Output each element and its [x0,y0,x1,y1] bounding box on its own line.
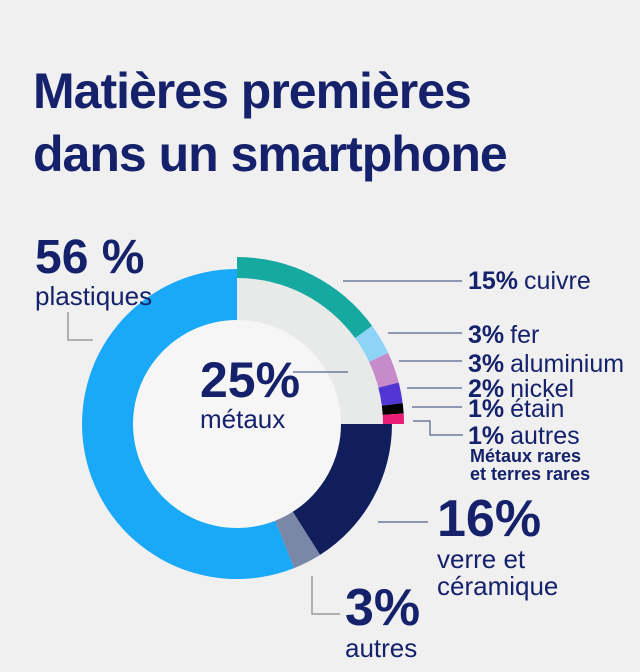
label-autres-name: autres [345,633,418,663]
note-line-1: Métaux rares [470,446,582,466]
connector-plastiques [67,312,93,341]
legend-cuivre-name: cuivre [524,267,591,295]
label-metaux-name: métaux [200,404,286,434]
subsegment-etain [381,403,404,415]
legend-item-autres-metaux: 1% autres [468,423,580,449]
donut-segments [82,257,404,579]
legend-aluminium-value: 3% [468,350,505,378]
label-plastiques-name: plastiques [35,281,153,311]
label-verre-name-line-1: verre et [437,544,526,574]
label-verre-name-line-2: céramique [437,571,559,601]
legend-item-cuivre: 15% cuivre [468,268,591,294]
connector-autres-metaux [413,420,463,436]
legend-item-etain: 1% étain [468,396,564,422]
legend-item-fer: 3% fer [468,322,539,348]
segment-verre-et-ceramique [292,424,392,555]
label-autres: 3% autres [345,581,420,662]
page-title-line-1: Matières premières [33,62,472,119]
label-plastiques: 56 % plastiques [35,233,152,310]
legend-fer-name: fer [510,321,540,349]
label-autres-value: 3% [345,579,421,637]
subsegment-cuivre [237,257,373,339]
legend-nickel-name: nickel [510,375,575,403]
legend-nickel-value: 2% [468,375,505,403]
legend-autres-metaux-value: 1% [468,422,505,450]
page-title-line-2: dans un smartphone [33,125,508,182]
legend-item-aluminium: 3% aluminium [468,351,624,377]
connector-autres [311,576,340,615]
note-line-2: et terres rares [470,463,591,484]
legend-etain-value: 1% [468,395,505,423]
legend-autres-metaux-name: autres [510,422,580,450]
page-title: Matières premières dans un smartphone [33,60,508,186]
subsegment-nickel [378,382,403,406]
legend-etain-name: étain [510,395,565,423]
legend-fer-value: 3% [468,321,505,349]
label-plastiques-value: 56 % [35,231,145,284]
segment-plastiques [82,269,295,579]
segment-metaux [237,278,383,424]
subsegment-autres [382,413,404,424]
label-verre-ceramique: 16% verre et céramique [437,492,558,600]
legend-cuivre-value: 15% [468,267,519,295]
donut-hole [133,320,341,528]
label-metaux-center: 25% métaux [200,354,300,433]
segment-autres [275,511,321,569]
label-verre-value: 16% [437,490,542,548]
legend-item-nickel: 2% nickel [468,376,574,402]
subsegment-fer [355,325,389,362]
subsegment-aluminium [369,352,399,388]
legend-aluminium-name: aluminium [510,350,625,378]
label-metaux-value: 25% [200,352,301,408]
note-metaux-rares: Métaux rares et terres rares [470,446,591,484]
